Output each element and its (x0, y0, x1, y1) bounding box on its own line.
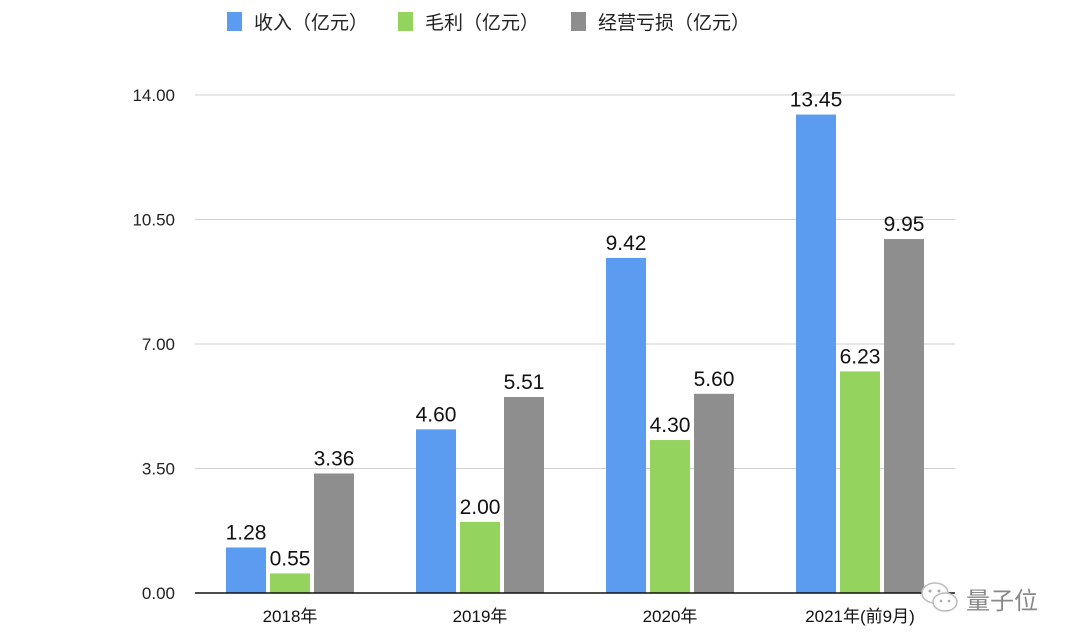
data-label: 13.45 (790, 89, 843, 112)
bar-2-0 (314, 473, 354, 593)
x-tick-label: 2018年 (263, 607, 318, 626)
x-tick-label: 2019年 (453, 607, 508, 626)
bar-0-2 (606, 257, 646, 593)
data-label: 0.55 (270, 547, 311, 570)
data-label: 1.28 (226, 521, 267, 544)
x-tick-label: 2021年(前9月) (805, 607, 915, 626)
bar-0-3 (796, 114, 836, 594)
legend-swatch-operating-loss (571, 12, 586, 31)
bar-1-0 (270, 573, 310, 593)
wechat-icon (921, 582, 958, 612)
data-label: 6.23 (840, 345, 881, 368)
y-tick-label: 10.50 (132, 211, 175, 230)
legend-item-revenue: 收入（亿元） (227, 8, 368, 35)
bar-1-3 (840, 371, 880, 593)
legend-swatch-revenue (227, 12, 242, 31)
legend: 收入（亿元） 毛利（亿元） 经营亏损（亿元） (0, 8, 1080, 36)
data-label: 4.60 (416, 403, 457, 426)
legend-label-gross-profit: 毛利（亿元） (425, 13, 540, 34)
y-tick-label: 3.50 (142, 460, 175, 479)
legend-item-operating-loss: 经营亏损（亿元） (571, 8, 750, 35)
y-tick-label: 14.00 (132, 86, 175, 105)
bar-1-1 (460, 521, 500, 593)
data-label: 4.30 (650, 414, 691, 437)
data-label: 9.95 (884, 213, 925, 236)
watermark: 量子位 (918, 578, 1038, 618)
data-label: 2.00 (460, 496, 501, 519)
legend-label-operating-loss: 经营亏损（亿元） (598, 13, 751, 34)
bar-2-2 (694, 393, 734, 593)
x-tick-label: 2020年 (643, 607, 698, 626)
data-label: 9.42 (606, 232, 647, 255)
bar-0-1 (416, 429, 456, 593)
data-label: 5.51 (504, 371, 545, 394)
legend-swatch-gross-profit (398, 12, 413, 31)
legend-item-gross-profit: 毛利（亿元） (398, 8, 539, 35)
legend-label-revenue: 收入（亿元） (254, 13, 369, 34)
watermark-text: 量子位 (966, 586, 1038, 615)
y-tick-label: 7.00 (142, 335, 175, 354)
y-tick-label: 0.00 (142, 584, 175, 603)
bar-2-1 (504, 397, 544, 593)
bar-1-2 (650, 440, 690, 593)
data-label: 5.60 (694, 368, 735, 391)
data-label: 3.36 (314, 447, 355, 470)
bar-2-3 (884, 239, 924, 594)
bar-0-0 (226, 547, 266, 593)
